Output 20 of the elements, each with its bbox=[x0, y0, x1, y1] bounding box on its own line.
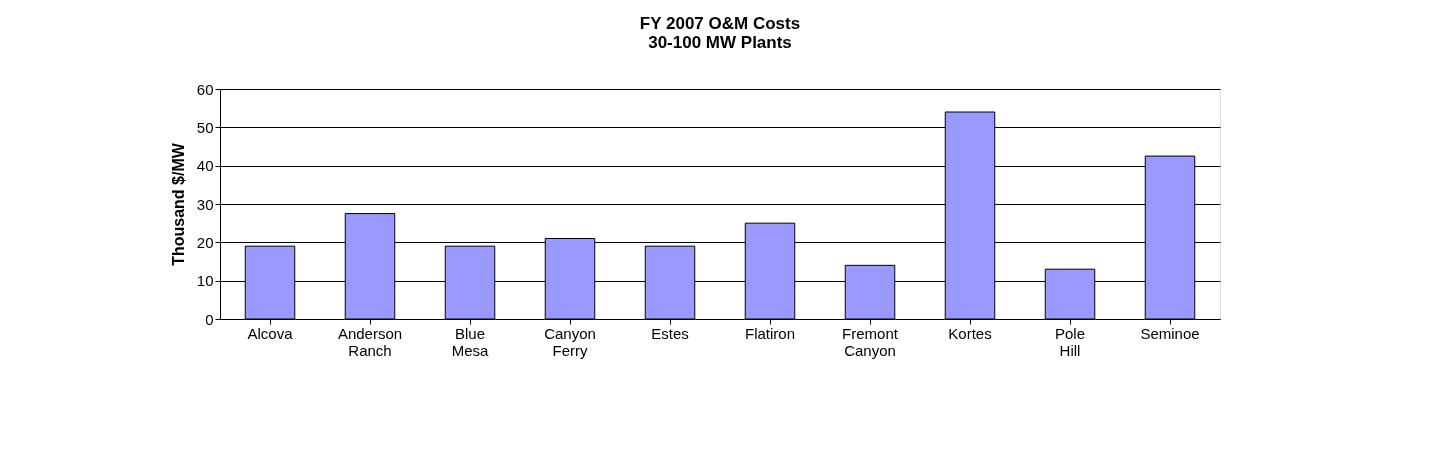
x-tick-label: Alcova bbox=[247, 324, 294, 342]
x-tick-label: Estes bbox=[651, 324, 689, 342]
y-tick-label: 30 bbox=[196, 195, 214, 213]
y-axis-title: Thousand $/MW bbox=[169, 142, 187, 266]
text: 30-100 MW Plants bbox=[648, 33, 792, 52]
y-tick-label: 20 bbox=[196, 233, 214, 251]
x-tick-label: Blue Mesa bbox=[451, 324, 489, 359]
x-tick-label: Kortes bbox=[948, 324, 992, 342]
x-tick-label: Anderson Ranch bbox=[337, 324, 403, 359]
y-tick-label: 10 bbox=[196, 272, 214, 290]
x-tick-label: Flatiron bbox=[744, 324, 796, 342]
y-tick-label: 50 bbox=[196, 118, 214, 136]
x-tick-label: Seminoe bbox=[1140, 324, 1200, 342]
text: FY 2007 O&M Costs bbox=[639, 14, 801, 33]
y-tick-label: 0 bbox=[205, 310, 214, 328]
x-tick-label: Canyon Ferry bbox=[544, 324, 596, 359]
x-tick-label: Fremont Canyon bbox=[842, 324, 899, 359]
x-tick-label: Pole Hill bbox=[1054, 324, 1086, 359]
y-tick-label: 60 bbox=[196, 80, 214, 98]
y-tick-label: 40 bbox=[196, 157, 214, 175]
